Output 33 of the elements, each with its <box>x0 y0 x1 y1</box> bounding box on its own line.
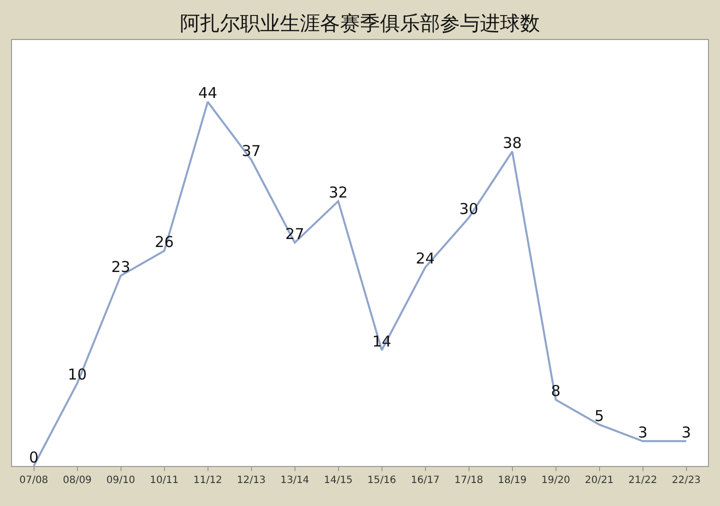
x-tick-label: 22/23 <box>672 475 701 486</box>
data-label: 3 <box>638 423 648 442</box>
data-label: 26 <box>154 233 174 252</box>
x-tick-label: 12/13 <box>236 475 266 486</box>
x-tick-label: 08/09 <box>62 475 92 486</box>
data-label: 24 <box>416 250 435 268</box>
data-label: 38 <box>502 134 522 152</box>
data-label: 23 <box>111 258 130 276</box>
x-tick-label: 17/18 <box>454 475 484 486</box>
x-tick-label: 07/08 <box>19 475 48 486</box>
x-tick-label: 20/21 <box>584 475 614 486</box>
x-tick-label: 10/11 <box>150 475 179 486</box>
data-label: 27 <box>285 224 304 243</box>
data-label: 30 <box>459 200 478 218</box>
data-label: 0 <box>28 448 39 466</box>
data-label: 37 <box>242 142 261 160</box>
data-label: 3 <box>681 423 692 442</box>
x-tick-label: 14/15 <box>324 475 353 486</box>
data-label: 44 <box>198 84 218 102</box>
x-tick-label: 16/17 <box>410 475 440 486</box>
chart-title: 阿扎尔职业生涯各赛季俱乐部参与进球数 <box>180 10 540 35</box>
x-tick-label: 13/14 <box>280 475 310 486</box>
x-tick-label: 21/22 <box>628 475 658 486</box>
x-tick-label: 19/20 <box>541 475 570 486</box>
x-tick-label: 09/10 <box>106 475 136 486</box>
data-label: 14 <box>372 332 392 350</box>
data-label: 8 <box>550 382 561 400</box>
data-label: 10 <box>68 366 87 384</box>
x-tick-label: 11/12 <box>193 475 222 486</box>
data-label: 32 <box>328 183 348 202</box>
x-tick-label: 15/16 <box>367 475 396 486</box>
data-label: 5 <box>594 406 604 425</box>
x-tick-label: 18/19 <box>498 475 527 486</box>
